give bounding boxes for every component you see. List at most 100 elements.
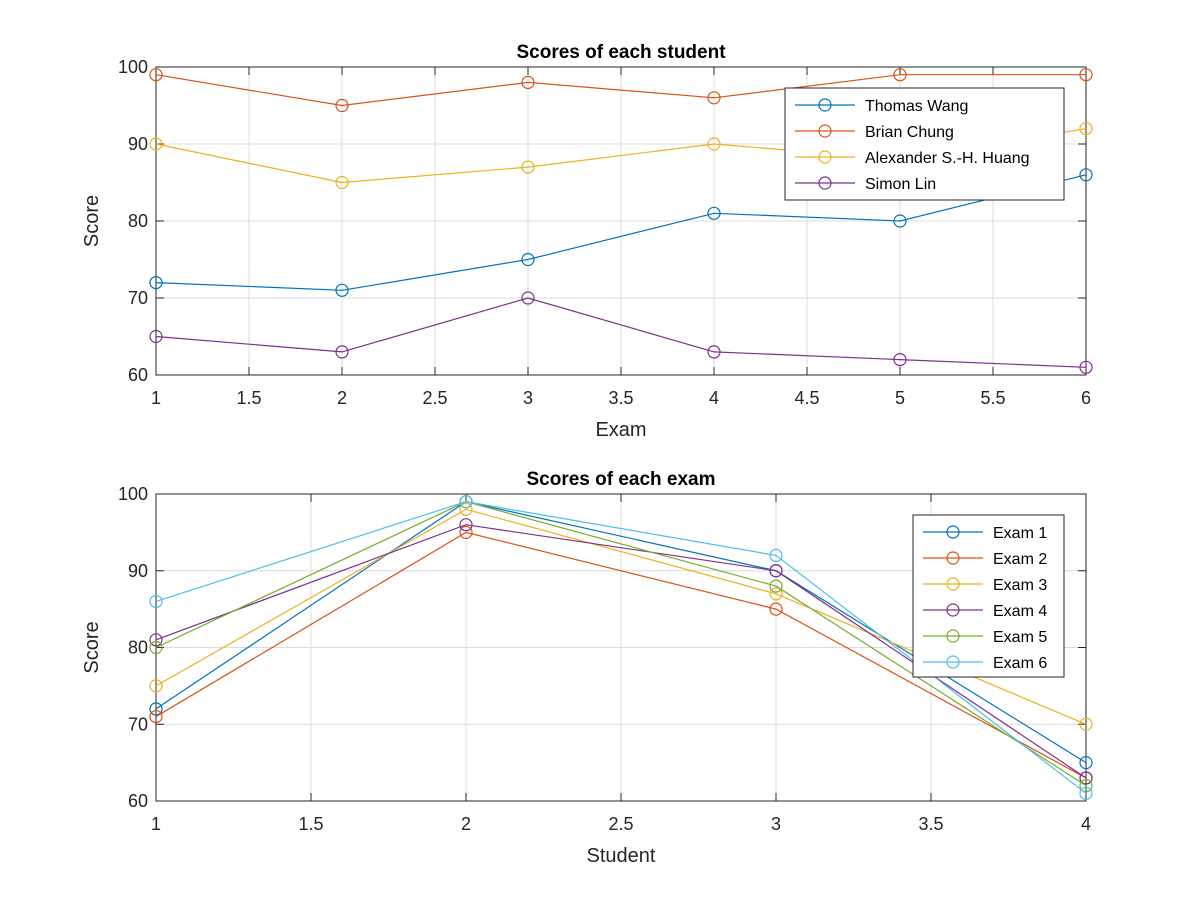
data-point-simon-lin [335, 345, 349, 359]
data-point-exam-3 [769, 587, 783, 601]
legend-label: Exam 6 [993, 655, 1047, 672]
data-point-brian-chung [521, 75, 535, 90]
data-point-simon-lin [893, 353, 907, 367]
y-axis-label: Score [81, 195, 103, 247]
y-tick-label: 90 [128, 561, 148, 581]
data-point-thomas-wang [893, 214, 907, 228]
data-point-brian-chung [893, 68, 907, 82]
x-tick-label: 4 [1081, 814, 1091, 834]
x-tick-label: 1.5 [298, 814, 323, 834]
legend-marker-exam-2 [946, 551, 960, 565]
data-point-exam-5 [149, 640, 163, 655]
y-axis-label: Score [81, 621, 103, 673]
data-point-exam-6 [459, 495, 473, 509]
data-point-exam-2 [459, 525, 473, 539]
legend-label: Brian Chung [865, 124, 954, 141]
data-point-thomas-wang [149, 276, 163, 290]
data-point-exam-2 [769, 602, 783, 616]
legend: Exam 1 Exam 2 Exam 3 Exam 4 Exam 5 Exam 6 [912, 514, 1065, 678]
x-tick-label: 3.5 [608, 388, 633, 408]
data-point-exam-1 [149, 702, 163, 716]
series-line-brian-chung [155, 74, 1086, 107]
legend: Thomas Wang Brian Chung Alexander S.-H. Hu… [784, 87, 1065, 201]
data-point-thomas-wang [335, 283, 349, 297]
legend-label: Exam 2 [993, 551, 1047, 568]
y-tick-label: 60 [128, 365, 148, 385]
y-tick-label: 80 [128, 638, 148, 658]
y-tick-label: 90 [128, 134, 148, 154]
x-tick-label: 3 [771, 814, 781, 834]
x-tick-label: 4 [709, 388, 719, 408]
data-point-exam-4 [769, 564, 783, 578]
x-tick-label: 4.5 [794, 388, 819, 408]
data-point-thomas-wang [521, 252, 535, 267]
x-tick-label: 1.5 [236, 388, 261, 408]
data-point-alexander-s-h-huang [707, 137, 721, 151]
legend-box [912, 514, 1065, 678]
y-tick-label: 80 [128, 211, 148, 231]
data-point-exam-4 [149, 633, 163, 647]
chart-title: Scores of each exam [526, 469, 715, 490]
data-point-exam-3 [149, 679, 163, 693]
legend-label: Exam 4 [993, 603, 1047, 620]
data-point-alexander-s-h-huang [149, 137, 163, 151]
data-point-exam-1 [1079, 756, 1093, 770]
x-tick-label: 6 [1081, 388, 1091, 408]
y-tick-label: 70 [128, 288, 148, 308]
series-line-simon-lin [155, 297, 1087, 368]
legend-marker-exam-5 [946, 629, 960, 643]
data-point-exam-5 [1079, 779, 1093, 793]
data-point-simon-lin [521, 291, 535, 305]
series-line-exam-2 [155, 531, 1087, 779]
data-point-simon-lin [149, 329, 163, 344]
x-tick-label: 2 [461, 814, 471, 834]
data-point-exam-3 [459, 502, 473, 516]
axes-frame [155, 66, 1087, 376]
legend-label: Exam 1 [993, 525, 1047, 542]
data-point-exam-6 [149, 594, 163, 609]
subplot-scores-of-each-student: 1 1.5 2 2.5 3 3.5 4 4.5 5 5.5 6 60 70 80 90 100 Scores o… [81, 42, 1093, 441]
x-tick-label: 2 [337, 388, 347, 408]
y-tick-label: 100 [118, 57, 148, 77]
chart-title: Scores of each student [516, 42, 726, 63]
data-point-exam-6 [1079, 786, 1093, 800]
x-tick-label: 3.5 [918, 814, 943, 834]
data-point-brian-chung [1079, 68, 1093, 82]
legend-label: Thomas Wang [865, 98, 968, 115]
data-point-exam-5 [769, 579, 783, 593]
y-tick-label: 100 [118, 484, 148, 504]
x-axis-label: Exam [595, 419, 646, 441]
legend-label: Alexander S.-H. Huang [865, 150, 1030, 167]
data-point-brian-chung [707, 91, 721, 105]
legend-marker-exam-1 [946, 525, 960, 539]
x-tick-label: 3 [523, 388, 533, 408]
legend-marker-brian-chung [818, 124, 832, 138]
x-tick-label: 1 [151, 388, 161, 408]
data-point-simon-lin [707, 345, 721, 359]
series-line-exam-5 [155, 501, 1087, 787]
legend-label: Exam 3 [993, 577, 1047, 594]
series-line-thomas-wang [155, 174, 1087, 291]
data-point-brian-chung [149, 68, 163, 82]
series-thomas-wang [149, 168, 1093, 297]
x-tick-label: 1 [151, 814, 161, 834]
legend-label: Simon Lin [865, 176, 936, 193]
legend-marker-alexander-s-h-huang [818, 150, 832, 164]
data-point-thomas-wang [707, 206, 721, 220]
y-tick-label: 70 [128, 714, 148, 734]
data-point-thomas-wang [1079, 168, 1093, 182]
series-brian-chung [149, 68, 1093, 113]
data-point-exam-4 [1079, 771, 1093, 785]
x-axis-label: Student [587, 845, 656, 867]
legend-marker-thomas-wang [818, 98, 832, 112]
legend-marker-exam-3 [946, 577, 960, 591]
x-tick-label: 2.5 [422, 388, 447, 408]
legend-label: Exam 5 [993, 629, 1047, 646]
series-simon-lin [149, 291, 1093, 374]
legend-marker-exam-6 [946, 655, 960, 669]
data-point-exam-4 [459, 518, 473, 532]
data-point-exam-2 [149, 709, 163, 724]
data-point-exam-6 [769, 548, 783, 563]
legend-box [784, 87, 1065, 201]
data-point-brian-chung [335, 98, 349, 113]
